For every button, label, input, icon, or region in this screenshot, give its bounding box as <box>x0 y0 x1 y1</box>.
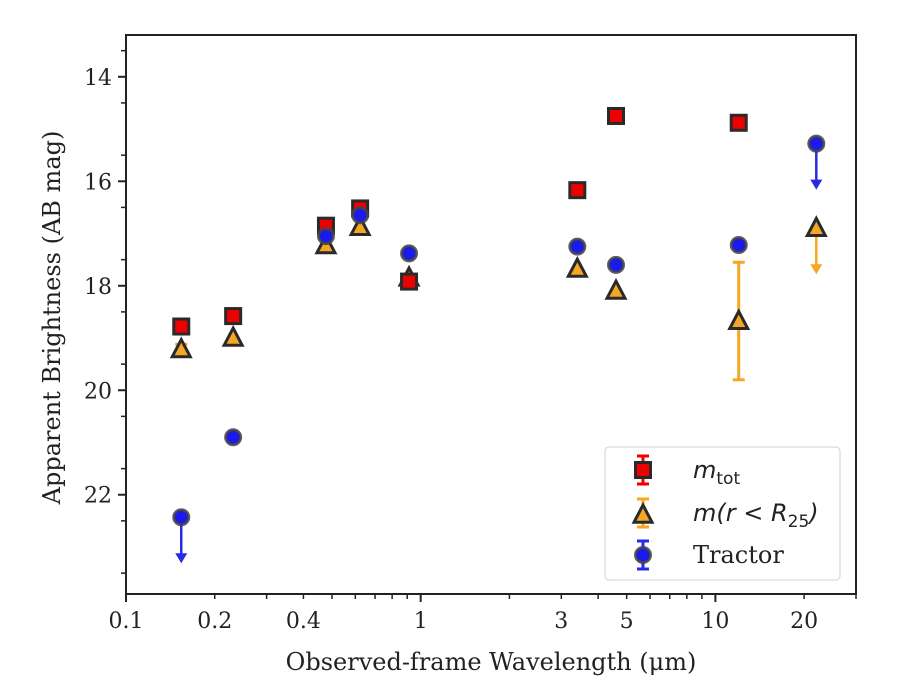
legend: mtot m(r < R25) Tractor <box>604 446 841 581</box>
triangle-upper-limit-arrow-head <box>810 264 823 275</box>
square-point <box>400 272 419 291</box>
legend-marker-triangle <box>631 497 655 529</box>
circle-point <box>807 134 826 153</box>
square-point <box>729 113 748 132</box>
circle-point <box>568 237 587 256</box>
x-tick-label: 0.2 <box>197 609 232 634</box>
axes: 0.1 0.2 0.4 1 3 5 10 20 14 16 18 20 22 <box>84 49 857 634</box>
x-tick-label: 20 <box>790 609 818 634</box>
triangle-point <box>604 277 628 300</box>
plot-frame <box>125 34 857 595</box>
triangle-point <box>727 308 751 330</box>
circle-point <box>172 508 191 527</box>
x-axis-label: Observed-frame Wavelength (μm) <box>286 648 697 676</box>
y-tick-label: 14 <box>84 66 112 91</box>
legend-marker-square <box>634 454 652 486</box>
y-tick-label: 16 <box>84 170 112 195</box>
x-tick-label: 0.4 <box>286 609 321 634</box>
legend-label-mtot-sub: tot <box>716 469 740 489</box>
x-tick-label: 0.1 <box>109 609 144 634</box>
legend-box <box>604 446 841 581</box>
legend-triangle <box>631 501 655 524</box>
x-tick-label: 5 <box>620 609 634 634</box>
circle-upper-limit-arrow-head <box>175 553 188 564</box>
legend-entry-tractor: Tractor <box>634 539 784 571</box>
legend-marker-circle <box>634 539 652 571</box>
y-tick-label: 20 <box>84 379 112 404</box>
legend-entry-mtot: mtot <box>634 454 740 489</box>
legend-label-mtot: mtot <box>693 456 740 489</box>
square-point <box>224 307 243 326</box>
triangle-point <box>169 336 193 359</box>
data-marks <box>169 106 828 564</box>
circle-upper-limit-arrow-head <box>810 179 823 190</box>
circle-point <box>607 255 626 274</box>
square-point <box>607 106 626 125</box>
legend-label-mr25-close: ) <box>807 499 818 527</box>
circle-point <box>351 206 370 225</box>
square-point <box>568 181 587 200</box>
circle-point <box>224 428 243 447</box>
legend-circle <box>634 546 652 564</box>
legend-label-mtot-math: m <box>693 456 716 484</box>
x-tick-label: 1 <box>414 609 428 634</box>
triangle-point <box>221 324 245 347</box>
x-tick-label: 3 <box>554 609 568 634</box>
legend-entry-mr25: m(r < R25) <box>631 497 819 532</box>
circle-point <box>729 236 748 255</box>
y-tick-label: 18 <box>84 275 112 300</box>
circle-point <box>316 227 335 246</box>
triangle-point <box>348 214 372 236</box>
triangle-point <box>565 255 589 278</box>
legend-label-tractor: Tractor <box>693 541 784 569</box>
x-tick-label: 10 <box>701 609 729 634</box>
circle-point <box>400 244 419 263</box>
legend-label-mr25: m(r < R25) <box>693 499 819 532</box>
legend-label-mr25-math: m(r < R <box>693 499 788 527</box>
y-tick-label: 22 <box>84 484 112 509</box>
triangle-point <box>804 215 828 237</box>
square-point <box>172 317 191 336</box>
y-axis-label: Apparent Brightness (AB mag) <box>38 131 66 506</box>
legend-label-mr25-sub: 25 <box>788 512 810 532</box>
legend-square <box>634 461 652 479</box>
